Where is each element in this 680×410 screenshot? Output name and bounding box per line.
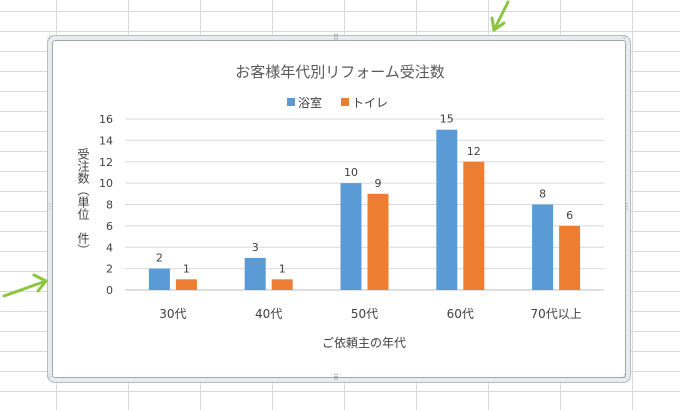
data-label: 15 bbox=[440, 113, 454, 126]
bar-bath bbox=[436, 129, 458, 290]
y-tick-label: 8 bbox=[106, 199, 113, 212]
annotation-arrow-top bbox=[490, 0, 510, 32]
bottom-right-resize-handle[interactable]: ⁘ bbox=[621, 372, 628, 381]
top-left-resize-handle[interactable]: ⁘ bbox=[46, 33, 53, 42]
y-tick-label: 2 bbox=[106, 263, 113, 276]
data-label: 6 bbox=[566, 209, 573, 222]
y-axis-ticks: 0 2 4 6 8 10 12 14 16 bbox=[99, 113, 113, 297]
y-tick-label: 10 bbox=[99, 177, 113, 190]
x-tick-label: 70代以上 bbox=[530, 307, 581, 321]
legend-swatch-toilet bbox=[341, 98, 349, 106]
y-axis-label: 受注数（単位 件） bbox=[76, 148, 90, 256]
bar-bath bbox=[148, 268, 170, 290]
x-tick-label: 50代 bbox=[351, 307, 378, 321]
bottom-left-resize-handle[interactable]: ⁘ bbox=[46, 372, 53, 381]
top-resize-handle[interactable]: ⠿ bbox=[333, 33, 339, 42]
bar-bath bbox=[532, 204, 554, 290]
y-tick-label: 4 bbox=[106, 241, 113, 254]
bars bbox=[148, 129, 581, 290]
y-tick-label: 6 bbox=[106, 220, 113, 233]
data-labels: 2 1 3 1 10 9 15 12 8 6 bbox=[156, 113, 573, 276]
bar-toilet bbox=[175, 279, 197, 290]
top-right-resize-handle[interactable]: ⁘ bbox=[621, 33, 628, 42]
left-resize-handle[interactable]: ⋮ bbox=[46, 202, 54, 211]
y-tick-label: 0 bbox=[106, 284, 113, 297]
data-label: 1 bbox=[279, 262, 286, 275]
bar-toilet bbox=[367, 193, 389, 290]
legend: 浴室 トイレ bbox=[287, 95, 388, 110]
legend-label-toilet: トイレ bbox=[352, 96, 388, 110]
data-label: 3 bbox=[252, 241, 259, 254]
chart-area[interactable]: ⠿ ⠿ ⋮ ⋮ ⁘ ⁘ ⁘ ⁘ bbox=[46, 34, 631, 382]
bottom-resize-handle[interactable]: ⠿ bbox=[333, 373, 339, 382]
right-resize-handle[interactable]: ⋮ bbox=[623, 202, 631, 211]
bar-bath bbox=[244, 257, 266, 290]
y-tick-label: 14 bbox=[99, 134, 113, 147]
y-tick-label: 12 bbox=[99, 156, 113, 169]
data-label: 9 bbox=[375, 177, 382, 190]
x-axis-ticks: 30代 40代 50代 60代 70代以上 bbox=[159, 307, 581, 321]
data-label: 2 bbox=[156, 252, 163, 265]
chart-title: お客様年代別リフォーム受注数 bbox=[235, 63, 445, 81]
data-label: 8 bbox=[539, 188, 546, 201]
gridlines bbox=[125, 118, 604, 291]
x-axis-label: ご依頼主の年代 bbox=[322, 335, 406, 350]
bar-bath bbox=[340, 183, 362, 290]
annotation-arrow-left bbox=[2, 273, 48, 298]
y-tick-label: 16 bbox=[99, 113, 113, 126]
legend-label-bath: 浴室 bbox=[298, 95, 322, 110]
data-label: 12 bbox=[467, 145, 481, 158]
data-label: 1 bbox=[183, 262, 190, 275]
x-tick-label: 40代 bbox=[255, 307, 282, 321]
bar-toilet bbox=[271, 279, 293, 290]
bar-toilet bbox=[559, 225, 581, 290]
legend-swatch-bath bbox=[287, 98, 295, 106]
x-tick-label: 60代 bbox=[447, 307, 474, 321]
bar-toilet bbox=[463, 161, 485, 290]
x-tick-label: 30代 bbox=[159, 307, 186, 321]
data-label: 10 bbox=[344, 166, 358, 179]
